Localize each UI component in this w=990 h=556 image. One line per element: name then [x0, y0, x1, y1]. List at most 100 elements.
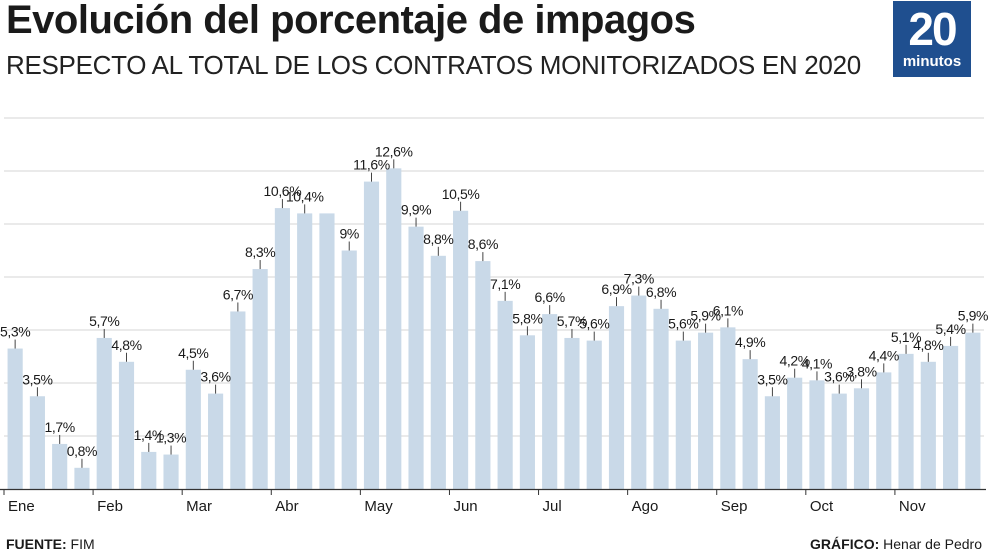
x-tick-label: Sep	[721, 498, 748, 515]
bar	[475, 261, 491, 489]
bar	[297, 213, 313, 489]
data-label: 5,8%	[512, 310, 542, 326]
bar	[853, 388, 870, 489]
x-tick-label: Nov	[899, 498, 926, 515]
data-label: 5,6%	[579, 316, 609, 332]
data-label: 6,1%	[713, 302, 743, 318]
bar	[96, 337, 112, 489]
data-label: 8,6%	[468, 236, 498, 252]
bar	[208, 393, 224, 489]
chart-title: Evolución del porcentaje de impagos	[6, 0, 696, 42]
x-tick-label: Ago	[632, 498, 659, 515]
data-label: 4,4%	[869, 347, 899, 363]
bar	[675, 340, 691, 489]
bar	[519, 335, 535, 489]
logo-word: minutos	[902, 53, 962, 70]
credit-note: GRÁFICO: Henar de Pedro	[810, 536, 982, 552]
data-label: 5,1%	[891, 329, 921, 345]
source-value: FIM	[66, 536, 95, 552]
x-tick-label: Jun	[453, 498, 477, 515]
data-label: 4,8%	[111, 337, 141, 353]
data-label: 3,5%	[22, 371, 52, 387]
bar	[943, 345, 959, 489]
x-tick-label: Feb	[97, 498, 123, 515]
bar	[809, 380, 825, 489]
bar	[363, 181, 380, 489]
data-label: 4,5%	[178, 345, 208, 361]
data-label: 4,8%	[913, 337, 943, 353]
bar	[831, 393, 847, 489]
bar	[7, 348, 23, 489]
x-tick-label: Abr	[275, 498, 298, 515]
bar	[898, 353, 914, 489]
bar	[163, 454, 179, 489]
data-label: 11,6%	[353, 157, 390, 173]
data-label: 5,6%	[668, 316, 698, 332]
data-label: 1,3%	[156, 430, 186, 446]
bar	[720, 327, 736, 489]
data-label: 5,9%	[958, 308, 988, 324]
bar	[764, 396, 780, 489]
bar	[542, 314, 558, 489]
bar	[564, 337, 580, 489]
data-label: 6,6%	[535, 289, 565, 305]
data-label: 3,8%	[846, 363, 876, 379]
x-tick-label: Jul	[543, 498, 562, 515]
bar	[787, 377, 803, 489]
source-note: FUENTE: FIM	[6, 536, 95, 552]
data-label: 1,4%	[134, 427, 164, 443]
source-label: FUENTE:	[6, 536, 67, 552]
bar	[653, 308, 669, 489]
data-label: 9%	[340, 226, 359, 242]
data-label: 6,8%	[646, 284, 676, 300]
bar	[29, 396, 45, 489]
x-tick-label: Ene	[8, 498, 35, 515]
x-tick-label: Oct	[810, 498, 834, 515]
data-label: 5,7%	[557, 313, 587, 329]
bar	[341, 250, 357, 489]
data-label: 12,6%	[375, 143, 413, 159]
bar	[74, 467, 90, 489]
bar	[252, 269, 268, 489]
data-label: 10,5%	[442, 186, 480, 202]
data-label: 3,6%	[824, 369, 854, 385]
data-label: 1,7%	[45, 419, 75, 435]
bar	[52, 443, 68, 489]
bar	[586, 340, 602, 489]
bar	[920, 361, 936, 489]
x-tick-label: May	[364, 498, 393, 515]
credit-value: Henar de Pedro	[879, 536, 982, 552]
bar	[608, 306, 625, 489]
bar	[319, 213, 335, 489]
data-label: 10,6%	[264, 183, 302, 199]
data-label: 5,4%	[935, 321, 965, 337]
x-tick-label: Mar	[186, 498, 212, 515]
bar	[141, 451, 157, 489]
data-label: 8,8%	[423, 231, 453, 247]
bar	[430, 255, 446, 489]
bar	[230, 311, 246, 489]
data-label: 8,3%	[245, 244, 275, 260]
bar	[274, 208, 290, 489]
data-label: 5,3%	[0, 324, 30, 340]
data-label: 7,1%	[490, 276, 520, 292]
data-label: 5,7%	[89, 313, 119, 329]
bar	[497, 300, 513, 489]
data-label: 10,4%	[286, 188, 324, 204]
bar	[386, 168, 402, 489]
chart-subtitle: RESPECTO AL TOTAL DE LOS CONTRATOS MONIT…	[6, 50, 861, 80]
bar	[876, 372, 892, 489]
data-label: 3,5%	[757, 371, 787, 387]
bar	[408, 226, 424, 489]
data-label: 5,9%	[690, 308, 720, 324]
data-label: 9,9%	[401, 202, 431, 218]
data-label: 7,3%	[624, 271, 654, 287]
data-label: 4,2%	[780, 353, 810, 369]
data-label: 4,9%	[735, 334, 765, 350]
data-label: 6,7%	[223, 286, 253, 302]
bar	[118, 361, 135, 489]
data-label: 6,9%	[601, 281, 631, 297]
logo-number: 20	[908, 3, 957, 55]
bar	[453, 210, 469, 489]
